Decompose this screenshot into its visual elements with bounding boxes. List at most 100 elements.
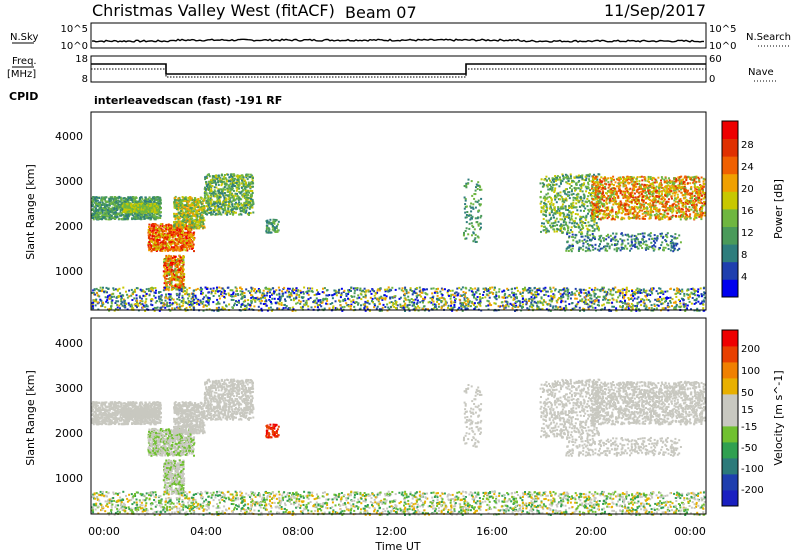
power-cell xyxy=(632,208,635,211)
power-cell xyxy=(468,222,471,225)
power-cell xyxy=(167,249,170,251)
power-cell xyxy=(698,199,701,202)
power-cell xyxy=(94,213,97,216)
power-cell xyxy=(553,189,556,192)
power-cell xyxy=(649,176,652,179)
power-cell xyxy=(175,287,178,290)
power-cell xyxy=(701,202,704,205)
power-cell xyxy=(173,205,176,208)
power-cell xyxy=(128,208,131,211)
power-cell xyxy=(694,216,697,219)
power-cell xyxy=(581,174,584,177)
power-cell xyxy=(104,214,107,217)
power-cell xyxy=(591,206,594,209)
power-cell xyxy=(691,206,694,209)
power-cell xyxy=(250,194,253,197)
power-cell xyxy=(235,211,237,214)
power-cell xyxy=(592,190,595,193)
power-cell xyxy=(585,214,588,217)
power-cell xyxy=(550,185,553,188)
power-cell xyxy=(139,209,142,211)
power-cell xyxy=(189,239,192,242)
power-cell xyxy=(123,216,126,219)
cpid-text: interleavedscan (fast) -191 RF xyxy=(94,94,282,107)
power-cell xyxy=(648,189,651,192)
power-cell xyxy=(172,261,175,264)
power-cell xyxy=(553,209,556,211)
power-cell xyxy=(125,214,128,217)
power-cell xyxy=(174,246,177,249)
power-cell xyxy=(200,203,203,206)
power-cell xyxy=(220,184,223,187)
power-cell xyxy=(188,235,191,238)
power-cell xyxy=(177,227,179,229)
power-cell xyxy=(143,217,146,220)
power-cell xyxy=(694,192,697,195)
power-cell xyxy=(229,183,232,186)
power-cell xyxy=(562,178,565,181)
power-cell xyxy=(547,200,550,203)
power-cell xyxy=(166,238,168,241)
power-cell xyxy=(272,224,274,227)
power-cell xyxy=(235,208,238,211)
power-cell xyxy=(701,210,703,213)
power-cell xyxy=(268,222,271,225)
power-cell xyxy=(561,230,564,233)
power-cell xyxy=(249,205,252,208)
power-cell xyxy=(554,212,557,215)
power-cell xyxy=(142,212,144,215)
power-cell xyxy=(246,206,249,209)
power-cell xyxy=(236,206,239,209)
power-cell xyxy=(168,237,171,240)
power-cell xyxy=(181,278,184,281)
power-cell xyxy=(683,217,686,220)
power-cell xyxy=(187,216,190,219)
power-cell xyxy=(171,277,174,280)
power-cell xyxy=(628,194,631,197)
power-cell xyxy=(180,247,183,250)
power-cell xyxy=(694,186,697,189)
power-cell xyxy=(661,202,663,205)
power-cell xyxy=(222,211,225,214)
power-cell xyxy=(563,227,566,230)
power-cell xyxy=(155,250,158,252)
power-cell xyxy=(156,238,158,241)
power-cell xyxy=(599,218,602,221)
power-cell xyxy=(223,174,226,176)
power-cell xyxy=(610,180,613,183)
power-cell xyxy=(154,216,157,219)
power-cell xyxy=(120,208,122,211)
power-cell xyxy=(273,229,276,232)
power-cell xyxy=(658,183,661,186)
power-cell xyxy=(570,177,572,180)
power-cell xyxy=(156,248,159,251)
power-cell xyxy=(566,177,569,180)
power-cell xyxy=(464,216,467,219)
power-cell xyxy=(577,199,580,202)
power-cell xyxy=(218,210,220,213)
power-cell xyxy=(585,187,588,190)
power-cell xyxy=(603,199,606,202)
power-cell xyxy=(197,198,200,201)
power-cell xyxy=(703,204,706,207)
power-cell xyxy=(178,271,181,274)
power-cell xyxy=(464,237,467,240)
power-cell xyxy=(189,244,192,246)
power-cell xyxy=(463,196,466,199)
power-cell xyxy=(183,244,186,247)
power-cell xyxy=(684,183,686,186)
power-cell xyxy=(565,223,567,226)
power-cell xyxy=(185,221,187,224)
power-cell xyxy=(136,206,139,209)
power-cell xyxy=(249,212,252,215)
power-cell xyxy=(627,204,630,207)
power-cell xyxy=(198,227,201,230)
power-cell xyxy=(186,239,188,242)
power-cell xyxy=(619,176,622,179)
power-cell xyxy=(209,194,212,197)
power-cell xyxy=(587,208,590,211)
power-cell xyxy=(224,212,227,215)
power-cell xyxy=(168,278,171,281)
power-cell xyxy=(583,210,585,212)
power-cell xyxy=(126,205,128,208)
